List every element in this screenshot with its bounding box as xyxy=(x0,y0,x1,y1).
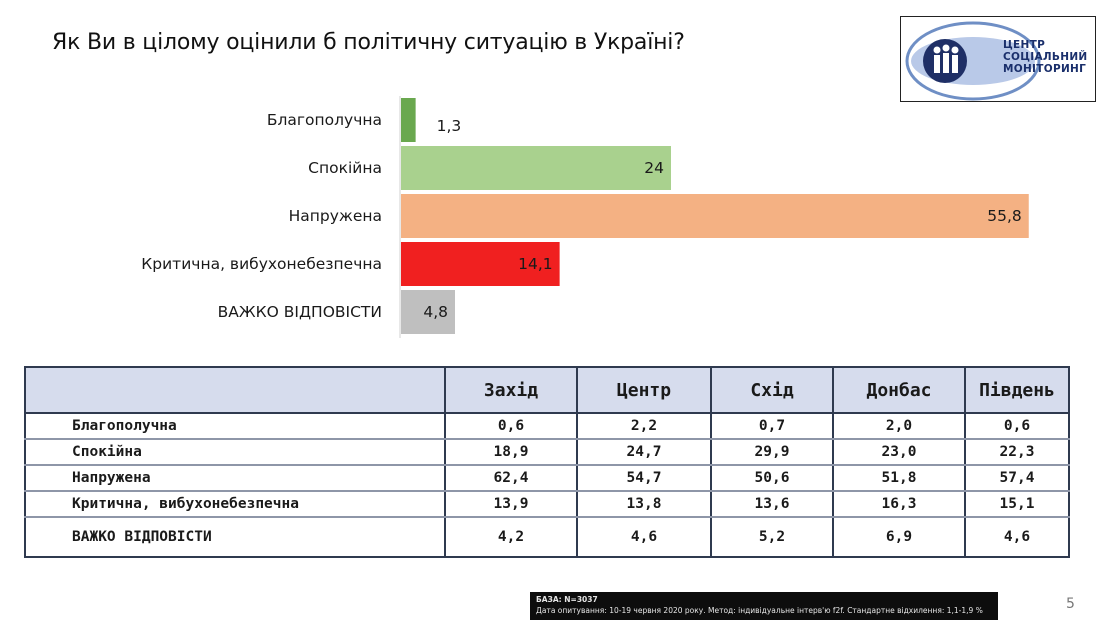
logo-line-3: МОНІТОРИНГ xyxy=(1003,63,1087,75)
chart-bar xyxy=(401,194,1029,238)
footer-note: БАЗА: N=3037 Дата опитування: 10-19 черв… xyxy=(530,592,998,620)
logo-line-1: ЦЕНТР xyxy=(1003,39,1046,51)
table-cell: 54,7 xyxy=(576,465,712,492)
table-cell: 0,6 xyxy=(964,413,1070,440)
table-cell: 23,0 xyxy=(832,439,966,466)
table-cell: 13,6 xyxy=(710,491,834,518)
table-header-south: Південь xyxy=(964,366,1070,414)
bar-chart: Благополучна 1,3 Спокійна 24 Напружена 55,8 Кр… xyxy=(141,96,1029,338)
chart-value-label: 24 xyxy=(644,159,664,177)
table-cell: 13,9 xyxy=(444,491,578,518)
page-title: Як Ви в цілому оцінили б політичну ситуа… xyxy=(52,30,685,55)
table-cell: 16,3 xyxy=(832,491,966,518)
table-cell: 51,8 xyxy=(832,465,966,492)
table-cell: 15,1 xyxy=(964,491,1070,518)
row-label: Критична, вибухонебезпечна xyxy=(24,491,446,518)
logo: ЦЕНТР СОЦІАЛЬНИЙ МОНІТОРИНГ xyxy=(900,16,1096,102)
row-label: Благополучна xyxy=(24,413,446,440)
logo-text: ЦЕНТР СОЦІАЛЬНИЙ МОНІТОРИНГ xyxy=(1003,39,1088,75)
table-cell: 2,0 xyxy=(832,413,966,440)
chart-bar xyxy=(401,290,455,334)
chart-category-label: ВАЖКО ВІДПОВІСТИ xyxy=(218,303,382,321)
chart-category-label: Напружена xyxy=(289,207,382,225)
table-header-donbas: Донбас xyxy=(832,366,966,414)
table-cell: 29,9 xyxy=(710,439,834,466)
table-cell: 4,6 xyxy=(576,517,712,558)
table-header-center: Центр xyxy=(576,366,712,414)
table-cell: 24,7 xyxy=(576,439,712,466)
table-cell: 6,9 xyxy=(832,517,966,558)
chart-bar xyxy=(401,146,671,190)
table-cell: 0,7 xyxy=(710,413,834,440)
table-header-west: Захід xyxy=(444,366,578,414)
table-header-east: Схід xyxy=(710,366,834,414)
table-cell: 62,4 xyxy=(444,465,578,492)
table-cell: 13,8 xyxy=(576,491,712,518)
table-cell: 22,3 xyxy=(964,439,1070,466)
chart-bar xyxy=(401,98,416,142)
chart-bar xyxy=(401,242,560,286)
table-cell: 0,6 xyxy=(444,413,578,440)
regions-table: Захід Центр Схід Донбас Південь Благопол… xyxy=(24,366,1070,558)
chart-value-label: 4,8 xyxy=(423,303,448,321)
table-cell: 4,2 xyxy=(444,517,578,558)
table-cell: 50,6 xyxy=(710,465,834,492)
chart-value-label: 55,8 xyxy=(987,207,1022,225)
table-header-row: Захід Центр Схід Донбас Південь xyxy=(24,366,1070,414)
row-label: ВАЖКО ВІДПОВІСТИ xyxy=(24,517,446,558)
table-row: Критична, вибухонебезпечна 13,9 13,8 13,… xyxy=(24,491,1070,518)
table-row: Благополучна 0,6 2,2 0,7 2,0 0,6 xyxy=(24,413,1070,440)
row-label: Напружена xyxy=(24,465,446,492)
chart-value-label: 1,3 xyxy=(437,117,462,135)
table-cell: 57,4 xyxy=(964,465,1070,492)
chart-category-label: Благополучна xyxy=(267,111,382,129)
table-row: Напружена 62,4 54,7 50,6 51,8 57,4 xyxy=(24,465,1070,492)
table-row: Спокійна 18,9 24,7 29,9 23,0 22,3 xyxy=(24,439,1070,466)
row-label: Спокійна xyxy=(24,439,446,466)
page-number: 5 xyxy=(1066,596,1075,612)
footer-details: Дата опитування: 10-19 червня 2020 року.… xyxy=(536,606,983,615)
chart-category-label: Спокійна xyxy=(308,159,382,177)
table-cell: 4,6 xyxy=(964,517,1070,558)
table-header-blank xyxy=(24,366,446,414)
table-row: ВАЖКО ВІДПОВІСТИ 4,2 4,6 5,2 6,9 4,6 xyxy=(24,517,1070,558)
logo-emblem-icon xyxy=(905,21,1041,101)
footer-base: БАЗА: N=3037 xyxy=(536,595,598,604)
logo-line-2: СОЦІАЛЬНИЙ xyxy=(1003,51,1088,63)
table-cell: 2,2 xyxy=(576,413,712,440)
chart-value-label: 14,1 xyxy=(518,255,553,273)
chart-category-label: Критична, вибухонебезпечна xyxy=(141,255,382,273)
table-cell: 5,2 xyxy=(710,517,834,558)
table-cell: 18,9 xyxy=(444,439,578,466)
